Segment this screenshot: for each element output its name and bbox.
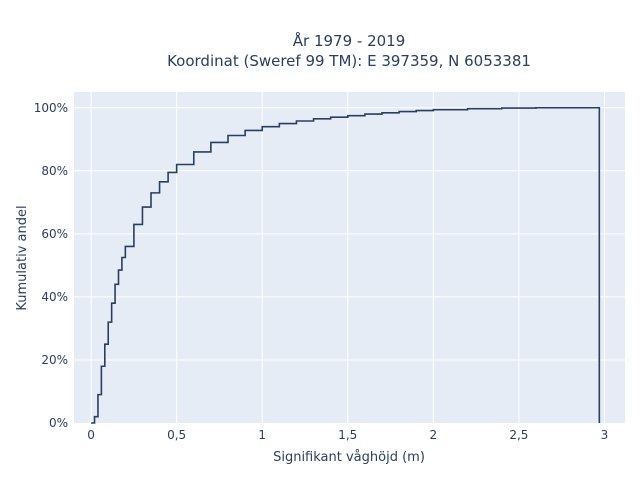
x-axis-title: Signifikant våghöjd (m) xyxy=(273,450,425,465)
y-tick-label: 60% xyxy=(41,227,68,241)
grid-layer xyxy=(74,92,625,423)
y-tick-label: 80% xyxy=(41,164,68,178)
x-tick-label: 1 xyxy=(258,428,266,442)
cdf-line xyxy=(91,106,601,424)
chart-title-line1: År 1979 - 2019 xyxy=(293,31,406,50)
x-tick-label: 0,5 xyxy=(167,428,186,442)
y-tick-label: 20% xyxy=(41,353,68,367)
x-tick-label: 3 xyxy=(601,428,609,442)
y-tick-label: 100% xyxy=(34,101,68,115)
chart-title-line2: Koordinat (Sweref 99 TM): E 397359, N 60… xyxy=(167,52,531,70)
x-tick-labels: 0 0,5 1 1,5 2 2,5 3 xyxy=(87,428,608,442)
y-axis-title: Kumulativ andel xyxy=(15,205,30,310)
x-tick-label: 0 xyxy=(87,428,95,442)
x-tick-label: 2 xyxy=(430,428,438,442)
y-tick-label: 40% xyxy=(41,290,68,304)
y-tick-label: 0% xyxy=(49,416,68,430)
x-tick-label: 2,5 xyxy=(509,428,528,442)
plot-background xyxy=(74,92,625,423)
x-tick-label: 1,5 xyxy=(338,428,357,442)
y-tick-labels: 0% 20% 40% 60% 80% 100% xyxy=(34,101,68,430)
